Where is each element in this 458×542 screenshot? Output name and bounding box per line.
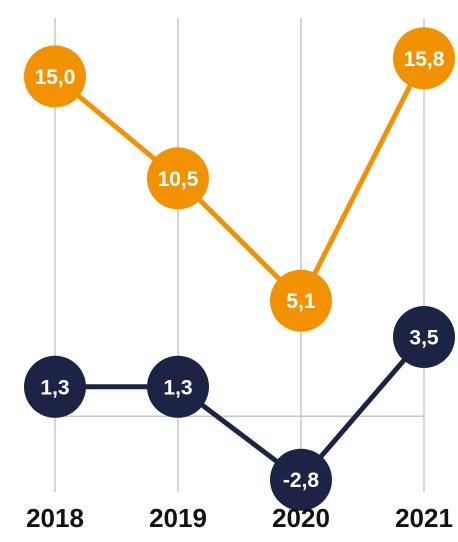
- series-2-label-2019: 1,3: [163, 376, 192, 399]
- series-2-label-2021: 3,5: [409, 327, 439, 350]
- series-2-point-2018: [24, 355, 86, 418]
- x-tick-2019: 2019: [149, 503, 207, 533]
- series-2-label-2020: -2,8: [283, 469, 320, 492]
- series-2-label-2018: 1,3: [40, 376, 69, 399]
- x-tick-2020: 2020: [272, 503, 330, 533]
- series-1-point-2021: [393, 27, 455, 90]
- series-2-point-2019: [147, 355, 209, 418]
- x-tick-2018: 2018: [26, 503, 84, 533]
- series-2-point-2021: [393, 306, 455, 368]
- series-1-point-2018: [24, 45, 86, 108]
- x-tick-2021: 2021: [395, 503, 453, 533]
- series-1-line: [52, 55, 427, 304]
- grid-lines: [54, 18, 425, 492]
- x-axis-ticks: 2018 2019 2020 2021: [26, 503, 453, 533]
- series-1-point-2020: [270, 269, 332, 332]
- series-1-label-2021: 15,8: [404, 48, 445, 71]
- series-2-line: [52, 334, 427, 483]
- series-1-label-2020: 5,1: [286, 290, 316, 313]
- series-1-point-2019: [147, 147, 209, 210]
- series-1-label-2018: 15,0: [35, 66, 76, 89]
- series-2-point-2020: [270, 448, 332, 511]
- series-1-label-2019: 10,5: [158, 168, 199, 191]
- series-layer: 15,0 10,5 5,1 15,8 1,3 1,3 -2,8 3,5: [24, 27, 455, 511]
